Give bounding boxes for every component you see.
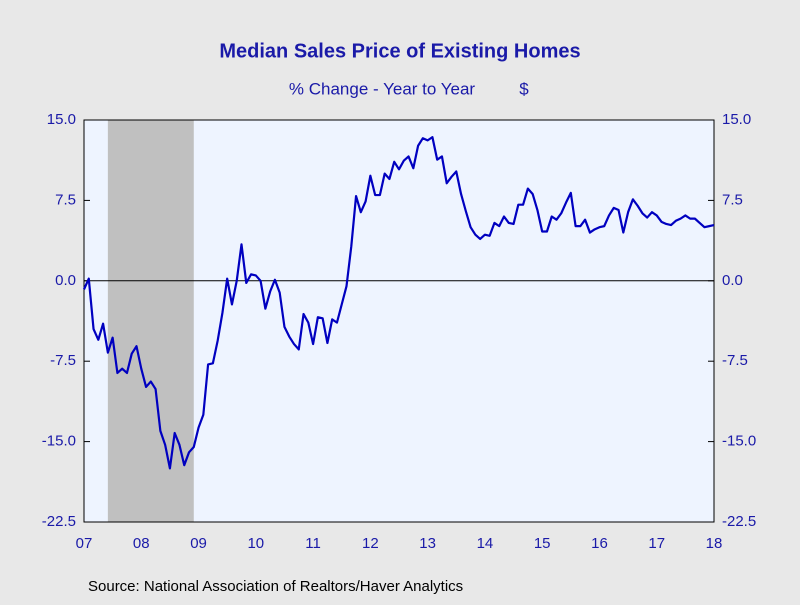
unit-label: $ — [519, 79, 529, 98]
y2-tick-label: 15.0 — [722, 111, 751, 128]
chart-subtitle: % Change - Year to Year — [289, 79, 476, 98]
x-tick-label: 16 — [591, 535, 608, 552]
y2-tick-label: 7.5 — [722, 191, 743, 208]
y-tick-label: 7.5 — [55, 191, 76, 208]
x-tick-label: 10 — [247, 535, 264, 552]
x-tick-label: 14 — [477, 535, 494, 552]
y-tick-label: -7.5 — [50, 352, 76, 369]
source-note: Source: National Association of Realtors… — [88, 578, 463, 595]
y-tick-label: 0.0 — [55, 272, 76, 289]
x-tick-label: 17 — [648, 535, 665, 552]
x-tick-label: 07 — [76, 535, 93, 552]
y-tick-label: -15.0 — [42, 433, 76, 450]
x-tick-label: 15 — [534, 535, 551, 552]
recession-shade — [107, 120, 194, 522]
x-tick-label: 18 — [706, 535, 723, 552]
x-tick-label: 08 — [133, 535, 150, 552]
x-tick-label: 09 — [190, 535, 207, 552]
y2-tick-label: -7.5 — [722, 352, 748, 369]
y2-tick-label: 0.0 — [722, 272, 743, 289]
data-line — [82, 136, 715, 470]
x-tick-label: 11 — [305, 535, 321, 552]
plot-frame — [83, 119, 715, 523]
y-tick-label: -22.5 — [42, 513, 76, 530]
y2-tick-label: -22.5 — [722, 513, 756, 530]
y2-tick-label: -15.0 — [722, 433, 756, 450]
chart-title: Median Sales Price of Existing Homes — [219, 40, 580, 62]
y-tick-label: 15.0 — [47, 111, 76, 128]
x-tick-label: 13 — [419, 535, 436, 552]
x-tick-label: 12 — [362, 535, 379, 552]
